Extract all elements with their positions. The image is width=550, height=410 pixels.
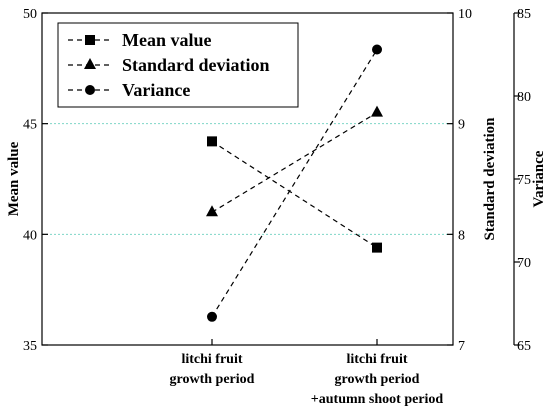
variance-tick-label: 85 xyxy=(517,7,531,22)
left-tick-label: 50 xyxy=(23,7,37,22)
legend-label: Variance xyxy=(122,80,190,100)
right-tick-label: 8 xyxy=(458,228,465,243)
left-axis-label: Mean value xyxy=(6,141,22,216)
data-point-circle xyxy=(207,311,217,322)
series-line xyxy=(211,49,378,318)
left-tick-label: 35 xyxy=(23,339,37,354)
left-tick-label: 45 xyxy=(23,118,37,133)
x-tick-label: +autumn shoot period xyxy=(311,392,444,407)
data-point-square xyxy=(207,136,217,147)
variance-tick-label: 80 xyxy=(517,90,531,105)
data-point-triangle xyxy=(206,205,218,217)
data-point-triangle xyxy=(84,58,96,69)
legend-label: Standard deviation xyxy=(122,55,270,75)
right-tick-label: 9 xyxy=(458,118,465,133)
legend-label: Mean value xyxy=(122,30,212,50)
series-line xyxy=(211,140,378,249)
data-point-square xyxy=(85,35,95,45)
data-point-triangle xyxy=(371,105,383,117)
plot-frame xyxy=(41,12,454,346)
variance-tick-label: 70 xyxy=(517,256,531,271)
left-tick-label: 40 xyxy=(23,228,37,243)
variance-axis-label: Variance xyxy=(531,150,547,207)
data-point-circle xyxy=(372,44,382,55)
data-point-square xyxy=(372,242,382,253)
series-line xyxy=(211,112,378,213)
x-tick-label: litchi fruit xyxy=(346,352,407,367)
x-tick-label: litchi fruit xyxy=(181,352,242,367)
right-tick-label: 7 xyxy=(458,339,465,354)
x-tick-label: growth period xyxy=(170,372,255,387)
right-axis-label: Standard deviation xyxy=(482,117,498,241)
right-tick-label: 10 xyxy=(458,7,472,22)
variance-tick-label: 75 xyxy=(517,173,531,188)
data-point-circle xyxy=(85,85,95,95)
variance-tick-label: 65 xyxy=(517,339,531,354)
x-tick-label: growth period xyxy=(335,372,420,387)
